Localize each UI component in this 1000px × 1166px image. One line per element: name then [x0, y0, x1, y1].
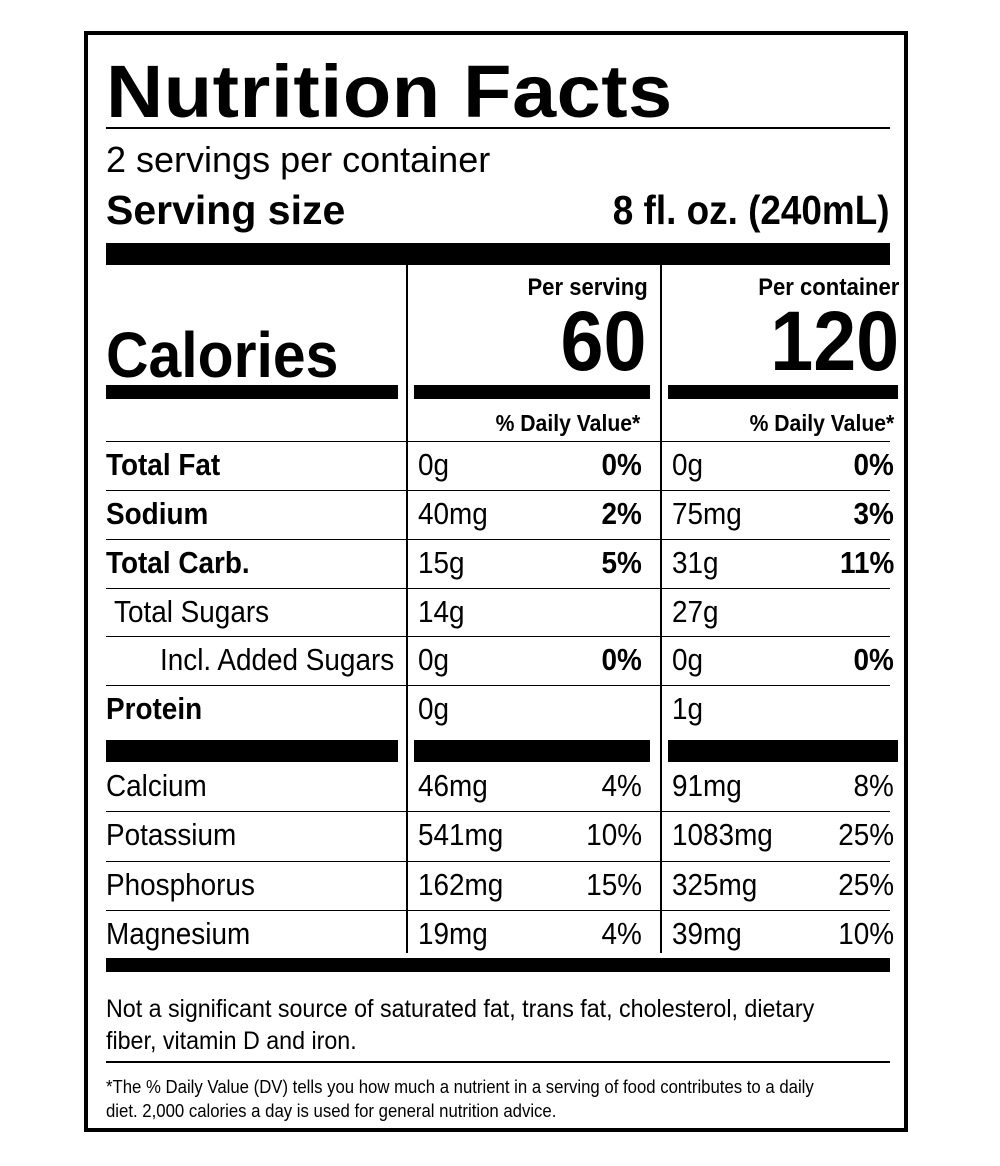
calories-per-serving: 60 — [560, 294, 646, 388]
nutrient-amount-serving: 40mg — [418, 496, 488, 531]
nutrient-amount-serving: 15g — [418, 545, 465, 580]
mineral-bar-label — [106, 740, 398, 762]
mineral-dv-container: 25% — [838, 817, 894, 852]
nutrient-label: Sodium — [106, 496, 209, 531]
title-divider — [106, 127, 890, 129]
nutrient-label: Total Fat — [106, 447, 221, 482]
nutrient-amount-serving: 14g — [418, 594, 465, 629]
row-divider — [106, 685, 890, 686]
nutrient-dv-serving: 0% — [601, 642, 642, 677]
daily-value-header-container: % Daily Value* — [749, 410, 894, 436]
nutrient-amount-container: 0g — [672, 447, 704, 482]
nutrient-dv-serving: 5% — [601, 545, 642, 580]
nutrient-amount-serving: 0g — [418, 447, 450, 482]
servings-per-container: 2 servings per container — [106, 139, 491, 180]
row-divider — [106, 861, 890, 862]
mineral-dv-container: 25% — [838, 867, 894, 902]
nutrient-amount-container: 75mg — [672, 496, 742, 531]
daily-value-header-serving: % Daily Value* — [495, 410, 640, 436]
calories-bar-container — [668, 385, 898, 399]
column-divider-2 — [660, 265, 662, 953]
calories-per-container: 120 — [770, 294, 899, 388]
mineral-label: Phosphorus — [106, 867, 255, 902]
serving-size-value: 8 fl. oz. (240mL) — [613, 187, 890, 233]
footnote-daily-value: *The % Daily Value (DV) tells you how mu… — [106, 1077, 814, 1121]
mineral-amount-container: 325mg — [672, 867, 758, 902]
calories-bar-serving — [414, 385, 650, 399]
per-container-header: Per container — [757, 274, 899, 301]
mineral-amount-container: 1083mg — [672, 817, 773, 852]
nutrient-label: Protein — [106, 691, 203, 726]
nutrient-amount-container: 1g — [672, 691, 704, 726]
mineral-amount-container: 39mg — [672, 916, 742, 951]
mineral-dv-serving: 10% — [586, 817, 642, 852]
mineral-dv-serving: 15% — [586, 867, 642, 902]
nutrient-amount-serving: 0g — [418, 642, 450, 677]
nutrient-amount-serving: 0g — [418, 691, 450, 726]
row-divider — [106, 441, 890, 442]
nutrient-amount-container: 0g — [672, 642, 704, 677]
nutrient-dv-serving: 0% — [601, 447, 642, 482]
mineral-dv-serving: 4% — [601, 768, 642, 803]
nutrient-dv-container: 11% — [839, 545, 894, 580]
serving-size-label: Serving size — [106, 187, 346, 233]
nutrient-label: Total Sugars — [114, 594, 270, 629]
row-divider — [106, 910, 890, 911]
mineral-dv-container: 8% — [853, 768, 894, 803]
row-divider — [106, 636, 890, 637]
mineral-bar-serving — [414, 740, 650, 762]
mineral-amount-serving: 541mg — [418, 817, 504, 852]
per-serving-header: Per serving — [527, 274, 648, 301]
calories-bar-label — [106, 385, 398, 399]
mineral-label: Potassium — [106, 817, 237, 852]
nutrient-amount-container: 31g — [672, 545, 719, 580]
row-divider — [106, 490, 890, 491]
thick-divider-bottom — [106, 958, 890, 972]
nutrient-dv-container: 3% — [853, 496, 894, 531]
mineral-label: Magnesium — [106, 916, 251, 951]
footnote-not-significant: Not a significant source of saturated fa… — [106, 995, 815, 1055]
mineral-dv-container: 10% — [838, 916, 894, 951]
thick-divider-top — [106, 243, 890, 265]
mineral-amount-container: 91mg — [672, 768, 742, 803]
mineral-label: Calcium — [106, 768, 207, 803]
nutrient-label: Total Carb. — [106, 545, 250, 580]
mineral-amount-serving: 19mg — [418, 916, 488, 951]
mineral-amount-serving: 46mg — [418, 768, 488, 803]
nutrient-dv-serving: 2% — [601, 496, 642, 531]
row-divider — [106, 539, 890, 540]
nutrition-facts-label: Nutrition Facts 2 servings per container… — [84, 31, 908, 1132]
nutrient-dv-container: 0% — [853, 447, 894, 482]
mineral-amount-serving: 162mg — [418, 867, 504, 902]
nutrient-label: Incl. Added Sugars — [160, 642, 395, 677]
footnote-divider — [106, 1061, 890, 1063]
calories-label: Calories — [106, 319, 339, 391]
mineral-bar-container — [668, 740, 898, 762]
nutrient-dv-container: 0% — [853, 642, 894, 677]
row-divider — [106, 811, 890, 812]
column-divider-1 — [406, 265, 408, 953]
mineral-dv-serving: 4% — [601, 916, 642, 951]
label-title: Nutrition Facts — [106, 50, 673, 133]
nutrient-amount-container: 27g — [672, 594, 719, 629]
row-divider — [106, 588, 890, 589]
